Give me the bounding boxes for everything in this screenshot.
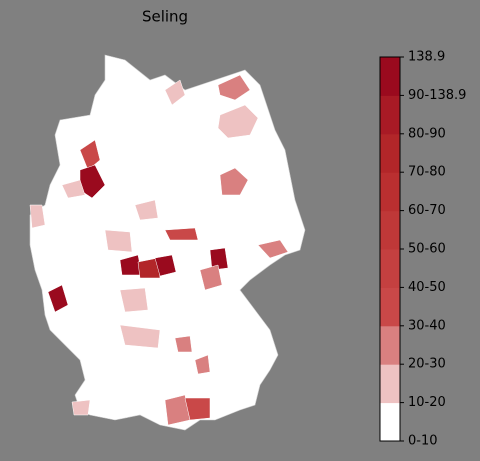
district bbox=[119, 287, 149, 313]
colorbar-segment bbox=[380, 249, 400, 288]
district bbox=[199, 264, 223, 291]
district bbox=[164, 227, 199, 241]
colorbar-label: 50-60 bbox=[408, 242, 446, 257]
colorbar-label: 10-20 bbox=[408, 395, 446, 410]
district bbox=[71, 399, 91, 416]
colorbar-label: 70-80 bbox=[408, 165, 446, 180]
colorbar-segment bbox=[380, 402, 400, 442]
germany-map bbox=[29, 54, 306, 431]
district bbox=[174, 335, 193, 353]
district bbox=[164, 79, 186, 106]
district bbox=[194, 354, 211, 375]
colorbar-label: 90-138.9 bbox=[408, 88, 466, 103]
colorbar-segment bbox=[380, 95, 400, 135]
colorbar-label: 80-90 bbox=[408, 126, 446, 141]
district bbox=[47, 284, 69, 313]
district bbox=[119, 324, 161, 349]
district bbox=[219, 167, 249, 196]
colorbar-segment bbox=[380, 172, 400, 212]
district bbox=[134, 199, 159, 221]
district bbox=[61, 179, 86, 199]
district bbox=[104, 229, 133, 253]
district bbox=[184, 397, 211, 421]
district bbox=[217, 74, 251, 101]
colorbar-segment bbox=[380, 210, 400, 250]
colorbar-segment bbox=[380, 287, 400, 327]
colorbar-label: 0-10 bbox=[408, 434, 438, 449]
colorbar-label: 20-30 bbox=[408, 357, 446, 372]
district bbox=[137, 257, 161, 279]
district bbox=[257, 239, 289, 259]
colorbar-label: 40-50 bbox=[408, 280, 446, 295]
colorbar: 0-10 10-20 20-30 30-40 40-50 50-60 60-70 70-80 8… bbox=[379, 50, 466, 449]
district bbox=[209, 247, 229, 271]
district bbox=[154, 254, 177, 277]
districts bbox=[29, 74, 289, 426]
colorbar-segment bbox=[380, 57, 400, 96]
colorbar-segment bbox=[380, 364, 400, 404]
colorbar-label: 138.9 bbox=[408, 50, 445, 65]
district bbox=[217, 104, 259, 139]
district bbox=[79, 139, 101, 171]
colorbar-segment bbox=[380, 325, 400, 365]
colorbar-segment bbox=[380, 133, 400, 173]
map-title: Seling bbox=[142, 8, 188, 26]
colorbar-label: 60-70 bbox=[408, 203, 446, 218]
district bbox=[29, 204, 46, 229]
colorbar-label: 30-40 bbox=[408, 318, 446, 333]
